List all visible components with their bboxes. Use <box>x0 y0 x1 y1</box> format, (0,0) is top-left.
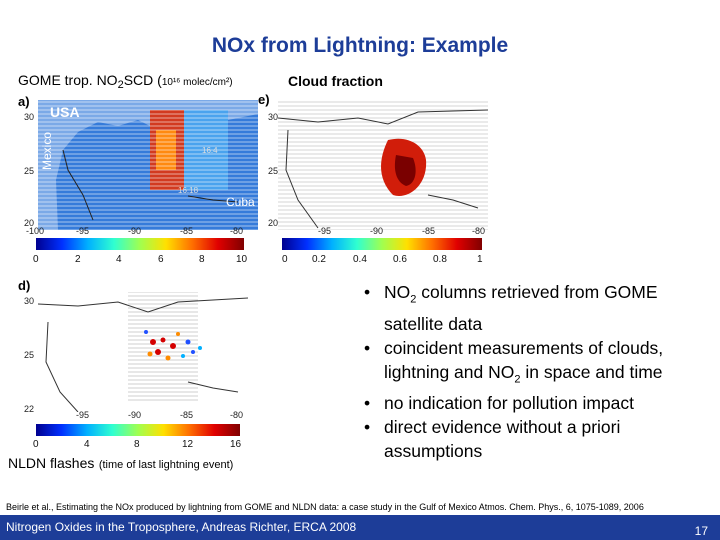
cloud-fraction-label: Cloud fraction <box>288 73 383 89</box>
panel-a-map <box>38 100 258 230</box>
x-tick: -85 <box>180 410 194 420</box>
cb-tick: 1 <box>477 254 483 265</box>
cb-tick: 6 <box>158 254 164 265</box>
y-tick: 20 <box>268 218 279 228</box>
colorbar-a <box>36 238 244 250</box>
x-tick: -90 <box>370 226 384 236</box>
y-tick: 25 <box>24 350 35 360</box>
panel-d-map <box>38 282 248 412</box>
y-tick: 30 <box>268 112 279 122</box>
gome-label: GOME trop. NO2SCD (10¹⁶ molec/cm²) <box>18 72 233 91</box>
cb-tick: 8 <box>134 439 140 450</box>
panel-a-letter: a) <box>18 94 30 109</box>
x-tick: -85 <box>180 226 194 236</box>
panel-e-map <box>278 100 488 230</box>
x-tick: -90 <box>128 226 142 236</box>
y-tick: 30 <box>24 296 35 306</box>
footer-bar <box>0 515 720 540</box>
y-tick: 25 <box>24 166 35 176</box>
y-tick: 30 <box>24 112 35 122</box>
bullet-list: NO2 columns retrieved from GOME satellit… <box>356 280 706 463</box>
cb-tick: 0 <box>33 439 39 450</box>
cb-tick: 10 <box>236 254 248 265</box>
panel-e-letter: e) <box>258 92 270 107</box>
cb-tick: 0.2 <box>312 254 326 265</box>
bullet-item: coincident measurements of clouds, light… <box>356 336 706 392</box>
x-tick: -90 <box>128 410 142 420</box>
colorbar-d <box>36 424 240 436</box>
colorbar-e <box>282 238 482 250</box>
x-tick: -85 <box>422 226 436 236</box>
map-label-usa: USA <box>50 104 80 120</box>
cb-tick: 0.8 <box>433 254 447 265</box>
cb-tick: 0 <box>33 254 39 265</box>
bullet-item: NO2 columns retrieved from GOME satellit… <box>356 280 706 336</box>
cb-tick: 0.4 <box>353 254 367 265</box>
map-label-cuba: Cuba <box>226 195 255 209</box>
x-tick: -95 <box>76 226 90 236</box>
bullet-item: direct evidence without a priori assumpt… <box>356 415 706 463</box>
y-tick: 25 <box>268 166 279 176</box>
overlay-label-1: 16.4 <box>202 146 218 155</box>
nldn-label: NLDN flashes (time of last lightning eve… <box>8 455 234 471</box>
x-tick: -100 <box>26 226 45 236</box>
slide-title: NOx from Lightning: Example <box>211 34 509 57</box>
cb-tick: 8 <box>199 254 205 265</box>
cb-tick: 16 <box>230 439 242 450</box>
cb-tick: 2 <box>75 254 81 265</box>
x-tick: -95 <box>76 410 90 420</box>
overlay-label-2: 16.18 <box>178 186 199 195</box>
cb-tick: 4 <box>84 439 90 450</box>
citation: Beirle et al., Estimating the NOx produc… <box>6 502 644 512</box>
x-tick: -80 <box>472 226 486 236</box>
cb-tick: 0 <box>282 254 288 265</box>
x-tick: -80 <box>230 226 244 236</box>
panel-d-letter: d) <box>18 278 31 293</box>
x-tick: -95 <box>318 226 332 236</box>
page-number: 17 <box>694 524 708 538</box>
cb-tick: 0.6 <box>393 254 407 265</box>
cb-tick: 4 <box>116 254 122 265</box>
y-tick: 20 <box>24 218 35 228</box>
x-tick: -80 <box>230 410 244 420</box>
y-tick: 22 <box>24 404 35 414</box>
map-label-mexico: Mexico <box>40 131 54 170</box>
cb-tick: 12 <box>182 439 194 450</box>
bullet-item: no indication for pollution impact <box>356 391 706 415</box>
footer-text: Nitrogen Oxides in the Troposphere, Andr… <box>6 520 357 534</box>
